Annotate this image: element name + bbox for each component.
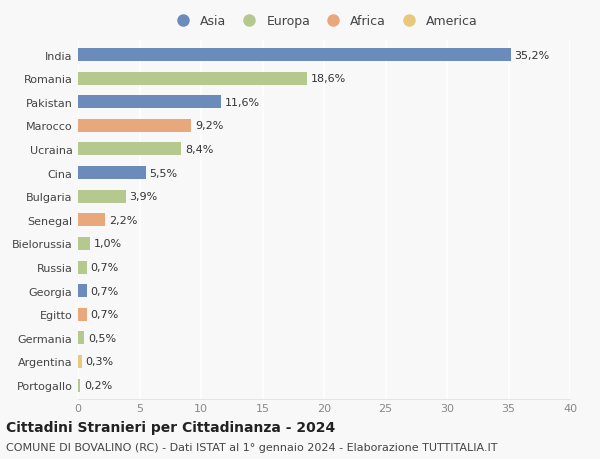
Bar — [78, 237, 90, 250]
Bar — [78, 120, 191, 133]
Bar — [78, 308, 86, 321]
Bar — [78, 167, 146, 179]
Bar — [78, 143, 181, 156]
Bar — [78, 214, 105, 227]
Text: 1,0%: 1,0% — [94, 239, 122, 249]
Text: Cittadini Stranieri per Cittadinanza - 2024: Cittadini Stranieri per Cittadinanza - 2… — [6, 420, 335, 434]
Text: 2,2%: 2,2% — [109, 215, 137, 225]
Bar — [78, 96, 221, 109]
Text: 0,7%: 0,7% — [90, 309, 119, 319]
Text: 9,2%: 9,2% — [195, 121, 223, 131]
Text: 0,5%: 0,5% — [88, 333, 116, 343]
Text: 11,6%: 11,6% — [224, 98, 259, 107]
Bar — [78, 331, 84, 345]
Text: 5,5%: 5,5% — [149, 168, 178, 178]
Bar — [78, 190, 126, 203]
Text: 0,2%: 0,2% — [84, 380, 112, 390]
Bar — [78, 285, 86, 297]
Text: 0,7%: 0,7% — [90, 263, 119, 273]
Text: COMUNE DI BOVALINO (RC) - Dati ISTAT al 1° gennaio 2024 - Elaborazione TUTTITALI: COMUNE DI BOVALINO (RC) - Dati ISTAT al … — [6, 442, 497, 452]
Text: 8,4%: 8,4% — [185, 145, 214, 155]
Bar — [78, 355, 82, 368]
Text: 3,9%: 3,9% — [130, 192, 158, 202]
Bar — [78, 261, 86, 274]
Bar — [78, 379, 80, 392]
Legend: Asia, Europa, Africa, America: Asia, Europa, Africa, America — [170, 15, 478, 28]
Text: 0,7%: 0,7% — [90, 286, 119, 296]
Bar — [78, 49, 511, 62]
Bar — [78, 73, 307, 85]
Text: 0,3%: 0,3% — [85, 357, 113, 367]
Text: 35,2%: 35,2% — [515, 50, 550, 61]
Text: 18,6%: 18,6% — [310, 74, 346, 84]
